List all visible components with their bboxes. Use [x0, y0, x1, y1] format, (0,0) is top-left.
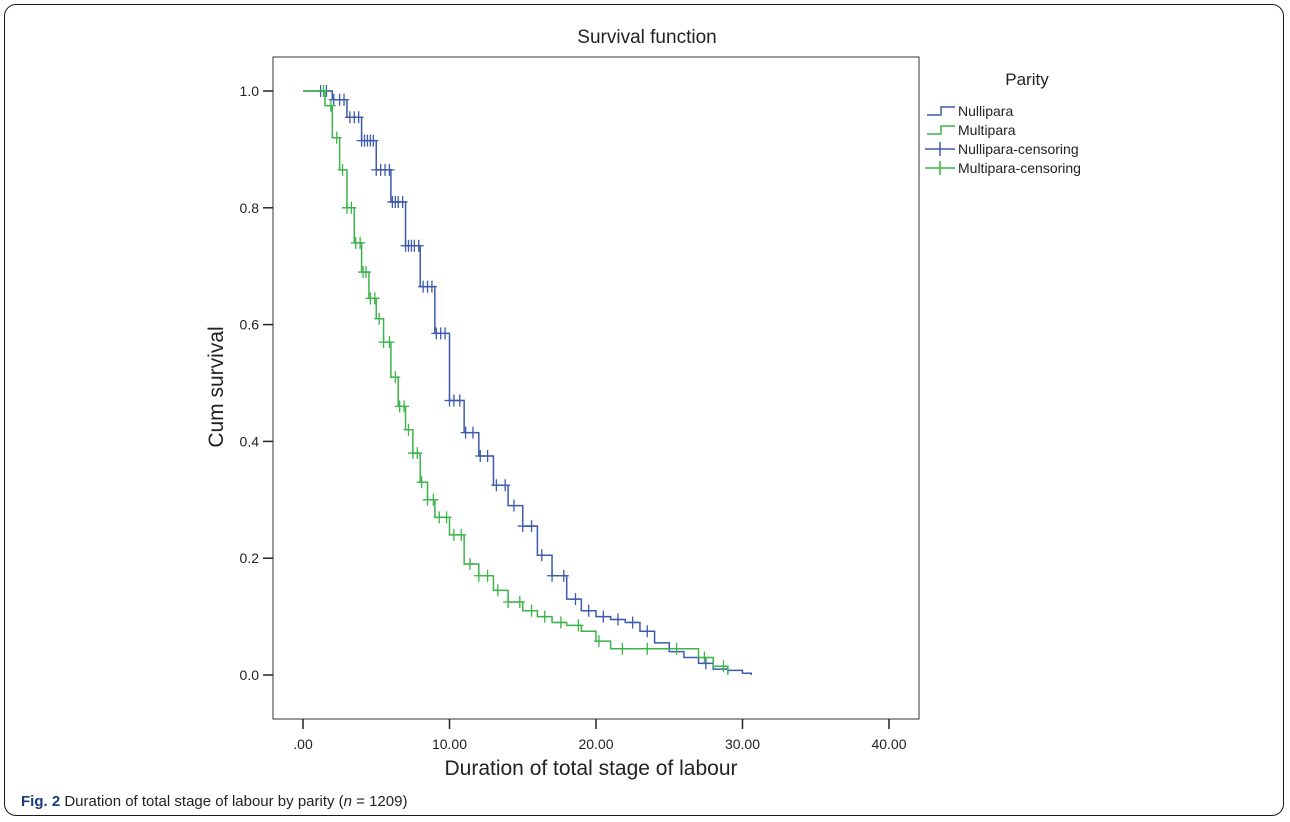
censor-mark-multipara [403, 423, 414, 436]
censor-mark-multipara [346, 201, 357, 214]
censor-mark-multipara [642, 642, 653, 655]
y-tick-label: 0.4 [240, 433, 260, 449]
y-axis-label: Cum survival [205, 326, 228, 447]
censor-mark-multipara [718, 660, 729, 673]
censor-mark-multipara [337, 163, 348, 176]
legend: Parity Nullipara Multipara Nullipara-censor… [925, 70, 1081, 176]
censor-mark-nullipara [491, 479, 502, 492]
censor-mark-nullipara [612, 613, 623, 626]
censor-mark-multipara [465, 558, 476, 571]
censor-mark-nullipara [570, 593, 581, 606]
censor-mark-multipara [412, 447, 423, 460]
censor-mark-nullipara [547, 569, 558, 582]
legend-swatch-multipara-censoring [925, 161, 955, 175]
censor-mark-multipara [456, 528, 467, 541]
caption-text: Duration of total stage of labour by par… [60, 793, 344, 810]
censor-mark-nullipara [339, 93, 350, 106]
censor-mark-multipara [492, 584, 503, 597]
legend-swatch-nullipara-censoring [925, 142, 955, 156]
censor-mark-multipara [360, 266, 371, 279]
legend-label-multipara-censoring: Multipara-censoring [958, 160, 1081, 176]
x-tick-label: 20.00 [578, 736, 613, 752]
censor-mark-nullipara [413, 239, 424, 252]
caption-count: = 1209) [352, 793, 408, 810]
censor-mark-multipara [374, 312, 385, 325]
censor-mark-multipara [573, 619, 584, 632]
censor-mark-multipara [555, 616, 566, 629]
censor-mark-multipara [526, 604, 537, 617]
censor-mark-nullipara [508, 499, 519, 512]
y-tick-label: 0.0 [240, 667, 260, 683]
censor-mark-nullipara [558, 569, 569, 582]
legend-swatch-nullipara [927, 106, 955, 116]
censor-mark-nullipara [368, 134, 379, 147]
censor-mark-multipara [369, 292, 380, 305]
x-tick-label: 30.00 [725, 736, 760, 752]
censor-mark-multipara [699, 651, 710, 664]
y-tick-label: 0.2 [240, 550, 260, 566]
censor-mark-nullipara [440, 327, 451, 340]
censor-mark-nullipara [598, 610, 609, 623]
censor-mark-multipara [441, 511, 452, 524]
censor-mark-nullipara [526, 520, 537, 533]
censor-mark-multipara [416, 476, 427, 489]
caption-n-variable: n [343, 793, 352, 810]
censor-mark-nullipara [384, 163, 395, 176]
chart-title: Survival function [577, 27, 716, 48]
censor-mark-multipara [428, 493, 439, 506]
censor-mark-nullipara [482, 450, 493, 462]
series-line-nullipara [303, 90, 753, 675]
x-tick-label: 40.00 [871, 736, 906, 752]
censor-mark-nullipara [467, 426, 478, 439]
x-axis-label: Duration of total stage of labour [444, 757, 737, 780]
censor-mark-nullipara [627, 616, 638, 629]
plot-frame [272, 56, 920, 720]
censor-mark-multipara [399, 400, 410, 413]
legend-title: Parity [1005, 70, 1049, 89]
censor-mark-nullipara [454, 394, 465, 407]
y-tick-label: 1.0 [240, 83, 260, 99]
censor-mark-multipara [539, 610, 550, 623]
censor-mark-multipara [617, 642, 628, 655]
figure-frame: 0.0 0.2 0.4 0.6 0.8 1.0 .00 10.00 20.00 30.00 40.0… [4, 4, 1284, 816]
survival-chart: 0.0 0.2 0.4 0.6 0.8 1.0 .00 10.00 20.00 30.00 40.0… [205, 27, 1081, 780]
censor-mark-nullipara [583, 604, 594, 617]
censor-mark-multipara [390, 371, 401, 384]
axes: 0.0 0.2 0.4 0.6 0.8 1.0 .00 10.00 20.00 30.00 40.0… [240, 56, 920, 752]
censor-mark-multipara [384, 336, 395, 349]
y-tick-label: 0.6 [240, 317, 260, 333]
censor-mark-nullipara [536, 549, 547, 562]
legend-label-nullipara: Nullipara [958, 103, 1013, 119]
censor-mark-multipara [331, 131, 342, 144]
figure-caption: Fig. 2 Duration of total stage of labour… [21, 793, 407, 810]
censor-mark-nullipara [500, 479, 511, 492]
censor-mark-nullipara [426, 280, 437, 293]
y-tick-label: 0.8 [240, 200, 260, 216]
x-tick-label: 10.00 [432, 736, 467, 752]
censor-mark-multipara [318, 85, 329, 97]
censor-mark-multipara [671, 642, 682, 655]
legend-label-multipara: Multipara [958, 122, 1016, 138]
censor-mark-multipara [355, 236, 366, 249]
x-tick-label: .00 [293, 736, 313, 752]
figure-label: Fig. 2 [21, 793, 61, 810]
censor-mark-multipara [593, 635, 604, 648]
censor-mark-multipara [473, 569, 484, 582]
censor-mark-multipara [325, 99, 336, 112]
legend-label-nullipara-censoring: Nullipara-censoring [958, 141, 1079, 157]
legend-swatch-multipara [927, 125, 955, 135]
censor-mark-multipara [503, 596, 514, 608]
censor-mark-nullipara [397, 195, 408, 208]
censor-mark-multipara [514, 596, 525, 608]
censor-mark-nullipara [700, 657, 711, 670]
censor-mark-nullipara [642, 625, 653, 638]
series-line-multipara [303, 90, 729, 675]
censor-mark-nullipara [353, 111, 364, 124]
series-layer [303, 85, 753, 675]
censor-mark-multipara [482, 569, 493, 582]
censor-mark-nullipara [517, 520, 528, 533]
